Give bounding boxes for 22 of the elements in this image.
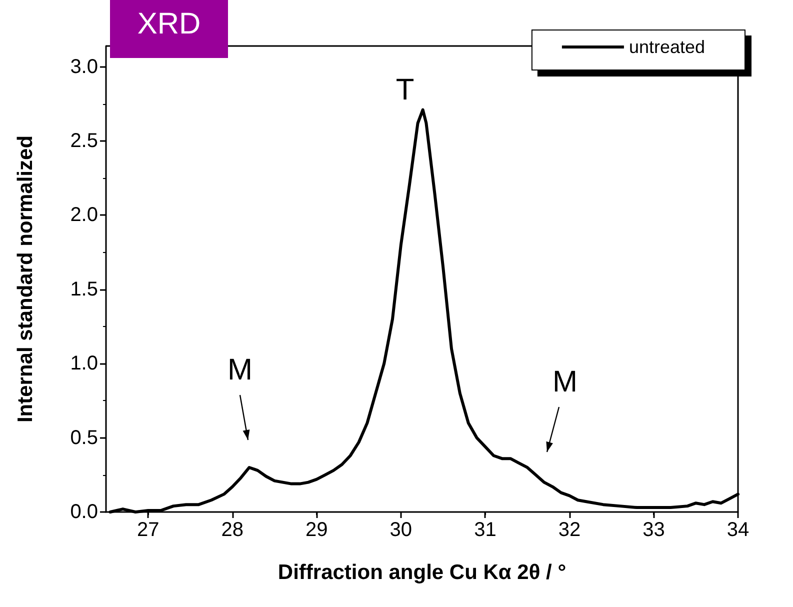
annotation: T [396, 74, 414, 106]
y-axis-title: Internal standard normalized [14, 135, 37, 423]
x-tick-label: 32 [558, 519, 581, 541]
x-tick-label: 29 [306, 519, 328, 541]
y-tick-label: 2.5 [70, 130, 98, 152]
y-tick-label: 0.5 [70, 426, 98, 449]
y-tick-label: 1.0 [70, 352, 98, 375]
text: XRD [137, 8, 201, 40]
x-tick-label: 34 [726, 519, 750, 541]
y-tick-label: 3.0 [70, 56, 98, 78]
x-axis-title: Diffraction angle Cu Kα 2θ / ° [278, 561, 566, 584]
annotation: M [228, 354, 252, 386]
y-tick-label: 0.0 [70, 501, 98, 523]
x-tick-label: 33 [642, 519, 665, 541]
y-tick-label: 2.0 [70, 204, 98, 226]
legend-label: untreated [628, 37, 705, 57]
y-tick-label: 1.5 [70, 278, 98, 300]
x-tick-label: 27 [137, 519, 160, 541]
x-tick-label: 31 [474, 519, 496, 541]
x-tick-label: 30 [390, 519, 412, 541]
annotation: M [552, 366, 578, 398]
x-tick-label: 28 [221, 519, 244, 541]
